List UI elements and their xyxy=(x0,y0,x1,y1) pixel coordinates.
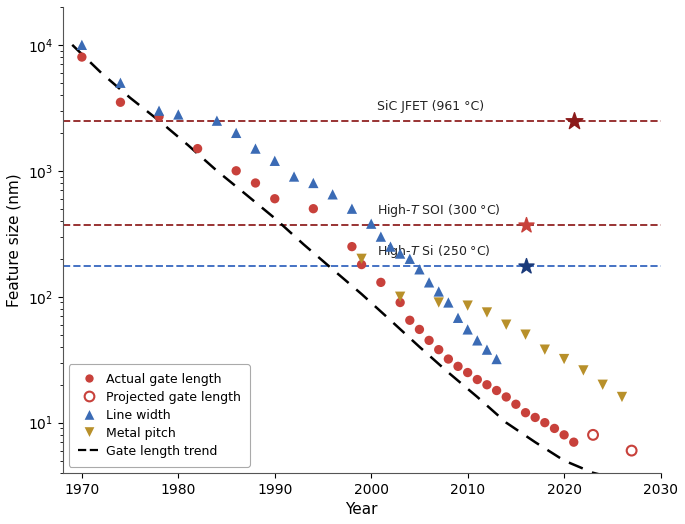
Point xyxy=(77,41,88,49)
Point xyxy=(616,393,627,401)
Point xyxy=(520,262,531,270)
Point xyxy=(375,278,386,287)
Point xyxy=(414,325,425,334)
Point xyxy=(385,243,396,251)
Point xyxy=(404,255,415,263)
Point xyxy=(539,419,550,427)
Point xyxy=(530,413,540,422)
Point xyxy=(462,301,473,310)
Point xyxy=(491,386,502,395)
Point xyxy=(395,298,406,307)
Point xyxy=(462,325,473,334)
Point xyxy=(153,106,164,115)
Point xyxy=(212,116,223,125)
Point xyxy=(327,190,338,199)
Point xyxy=(395,249,406,258)
X-axis label: Year: Year xyxy=(345,502,378,517)
Point xyxy=(423,336,434,345)
Point xyxy=(173,110,184,118)
Point xyxy=(482,308,493,316)
Point xyxy=(433,345,444,354)
Point xyxy=(569,116,580,125)
Point xyxy=(356,260,367,269)
Point xyxy=(366,220,377,228)
Point xyxy=(549,424,560,433)
Point xyxy=(520,221,531,230)
Point xyxy=(482,380,493,389)
Point xyxy=(231,167,242,175)
Text: High-$T$ SOI (300 °C): High-$T$ SOI (300 °C) xyxy=(377,202,500,219)
Point xyxy=(347,204,358,213)
Point xyxy=(423,278,434,287)
Point xyxy=(472,375,483,384)
Point xyxy=(192,145,203,153)
Point xyxy=(453,362,464,370)
Point xyxy=(462,368,473,377)
Point xyxy=(414,265,425,274)
Point xyxy=(588,431,599,439)
Text: High-$T$ Si (250 °C): High-$T$ Si (250 °C) xyxy=(377,243,490,260)
Point xyxy=(231,129,242,137)
Point xyxy=(569,438,580,446)
Point xyxy=(578,366,589,375)
Point xyxy=(250,145,261,153)
Point xyxy=(269,157,280,165)
Point xyxy=(269,194,280,203)
Point xyxy=(115,79,126,87)
Point xyxy=(501,393,512,401)
Point xyxy=(395,292,406,301)
Point xyxy=(77,53,88,61)
Point xyxy=(559,431,570,439)
Point xyxy=(433,298,444,307)
Point xyxy=(443,355,454,363)
Point xyxy=(308,204,319,213)
Point xyxy=(472,336,483,345)
Point xyxy=(491,355,502,363)
Point xyxy=(404,316,415,324)
Point xyxy=(501,321,512,329)
Point xyxy=(250,179,261,187)
Point xyxy=(375,233,386,241)
Point xyxy=(433,287,444,296)
Legend: Actual gate length, Projected gate length, Line width, Metal pitch, Gate length : Actual gate length, Projected gate lengt… xyxy=(68,364,250,466)
Point xyxy=(626,446,637,455)
Point xyxy=(443,298,454,307)
Text: SiC JFET (961 °C): SiC JFET (961 °C) xyxy=(377,100,484,113)
Point xyxy=(288,172,299,181)
Point xyxy=(482,345,493,354)
Point xyxy=(597,380,608,389)
Point xyxy=(559,355,570,363)
Point xyxy=(520,409,531,417)
Point xyxy=(308,179,319,187)
Point xyxy=(347,243,358,251)
Point xyxy=(453,314,464,322)
Point xyxy=(153,112,164,121)
Point xyxy=(539,345,550,354)
Point xyxy=(520,331,531,339)
Point xyxy=(356,255,367,263)
Point xyxy=(115,98,126,106)
Y-axis label: Feature size (nm): Feature size (nm) xyxy=(7,173,22,307)
Point xyxy=(510,400,521,408)
